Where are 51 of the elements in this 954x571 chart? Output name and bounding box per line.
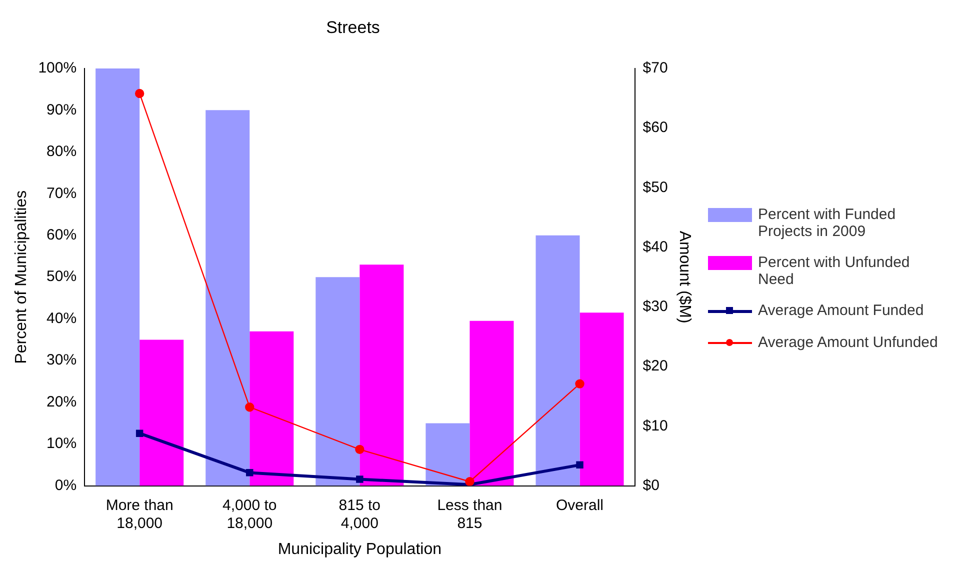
y2-axis-title: Amount ($M)	[676, 230, 693, 324]
legend-label: Average Amount Funded	[758, 302, 924, 318]
legend-label: Average Amount Unfunded	[758, 334, 938, 350]
y2-tick-label: $60	[642, 119, 668, 136]
y-tick-label: 90%	[46, 101, 77, 118]
point	[356, 476, 364, 483]
bar	[536, 235, 580, 486]
y-axis-title: Percent of Municipalities	[13, 190, 30, 364]
y2-tick-label: $0	[642, 476, 660, 494]
y-tick-label: 80%	[46, 143, 77, 160]
y-tick-label: 20%	[46, 393, 77, 410]
point	[575, 379, 584, 388]
point	[134, 88, 144, 98]
point	[355, 444, 364, 454]
y-tick-label: 70%	[46, 184, 77, 202]
point	[136, 430, 144, 437]
x-tick-label: 4,000 to 18,000	[222, 496, 277, 532]
x-tick-label: Less than 815	[437, 496, 502, 532]
bar	[316, 277, 360, 486]
bar	[580, 312, 624, 486]
bar	[140, 340, 184, 486]
legend-label: Percent with Unfunded Need	[758, 254, 911, 288]
bar	[426, 423, 470, 486]
y2-tick-label: $40	[642, 238, 668, 256]
bar	[206, 110, 250, 486]
y-tick-label: 60%	[46, 226, 77, 244]
y-tick-label: 30%	[46, 352, 77, 369]
y2-tick-label: $30	[642, 298, 668, 316]
y2-tick-label: $10	[642, 417, 668, 434]
y-tick-label: 50%	[46, 268, 77, 286]
y2-tick-label: $50	[642, 178, 668, 196]
x-tick-label: More than 18,000	[106, 496, 174, 532]
bar	[470, 320, 514, 486]
chart-title: Streets	[326, 18, 380, 37]
y-tick-label: 0%	[54, 476, 77, 494]
point	[246, 469, 254, 476]
legend-label: Percent with Funded Projects in 2009	[758, 206, 897, 240]
point	[465, 477, 474, 486]
bar	[250, 331, 294, 486]
point	[245, 402, 254, 412]
bar	[360, 264, 404, 486]
y-tick-label: 10%	[46, 435, 77, 452]
y-tick-label: 100%	[38, 60, 77, 77]
bar	[96, 68, 140, 486]
y2-tick-label: $20	[642, 358, 668, 375]
y2-tick-label: $70	[642, 60, 668, 77]
point	[576, 461, 584, 469]
x-tick-label: 815 to 4,000	[338, 496, 381, 532]
x-tick-label: Overall	[556, 496, 604, 514]
x-axis-title: Municipality Population	[278, 540, 442, 558]
y-tick-label: 40%	[46, 310, 77, 327]
